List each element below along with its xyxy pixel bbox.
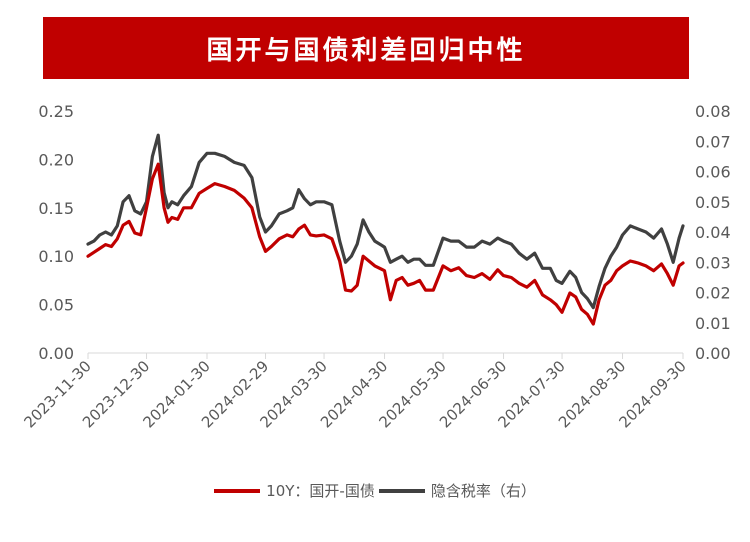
legend-swatch-series1 xyxy=(214,488,261,493)
legend-item-series1: 10Y：国开-国债 xyxy=(214,480,375,501)
y-left-tick-label: 0.05 xyxy=(38,296,74,315)
chart-title: 国开与国债利差回归中性 xyxy=(206,35,526,66)
series-line-implied-tax xyxy=(86,133,685,310)
y-right-tick-label: 0.07 xyxy=(695,132,731,151)
y-right-tick-label: 0.04 xyxy=(695,223,731,242)
line-chart: 2023-11-302023-12-302024-01-302024-02-29… xyxy=(20,102,731,431)
y-left-tick-label: 0.25 xyxy=(38,102,74,121)
y-right-tick-label: 0.03 xyxy=(695,253,731,272)
series-line-spread xyxy=(86,162,685,326)
y-right-tick-label: 0.02 xyxy=(695,284,731,303)
y-left-tick-label: 0.00 xyxy=(38,344,74,363)
y-left-tick-label: 0.20 xyxy=(38,150,74,169)
series-lines xyxy=(86,133,685,326)
y-right-tick-label: 0.08 xyxy=(695,102,731,121)
y-right-tick-label: 0.06 xyxy=(695,163,731,182)
legend-item-series2: 隐含税率（右） xyxy=(378,480,536,501)
legend-label-series1: 10Y：国开-国债 xyxy=(266,482,375,500)
legend: 10Y：国开-国债 隐含税率（右） xyxy=(0,480,750,501)
legend-swatch-series2 xyxy=(378,488,425,493)
legend-label-series2: 隐含税率（右） xyxy=(430,482,536,500)
y-right-tick-label: 0.05 xyxy=(695,193,731,212)
y-right-tick-label: 0.00 xyxy=(695,344,731,363)
y-right-tick-label: 0.01 xyxy=(695,314,731,333)
chart-title-bar: 国开与国债利差回归中性 xyxy=(43,17,689,79)
y-left-tick-label: 0.15 xyxy=(38,199,74,218)
y-left-tick-label: 0.10 xyxy=(38,247,74,266)
